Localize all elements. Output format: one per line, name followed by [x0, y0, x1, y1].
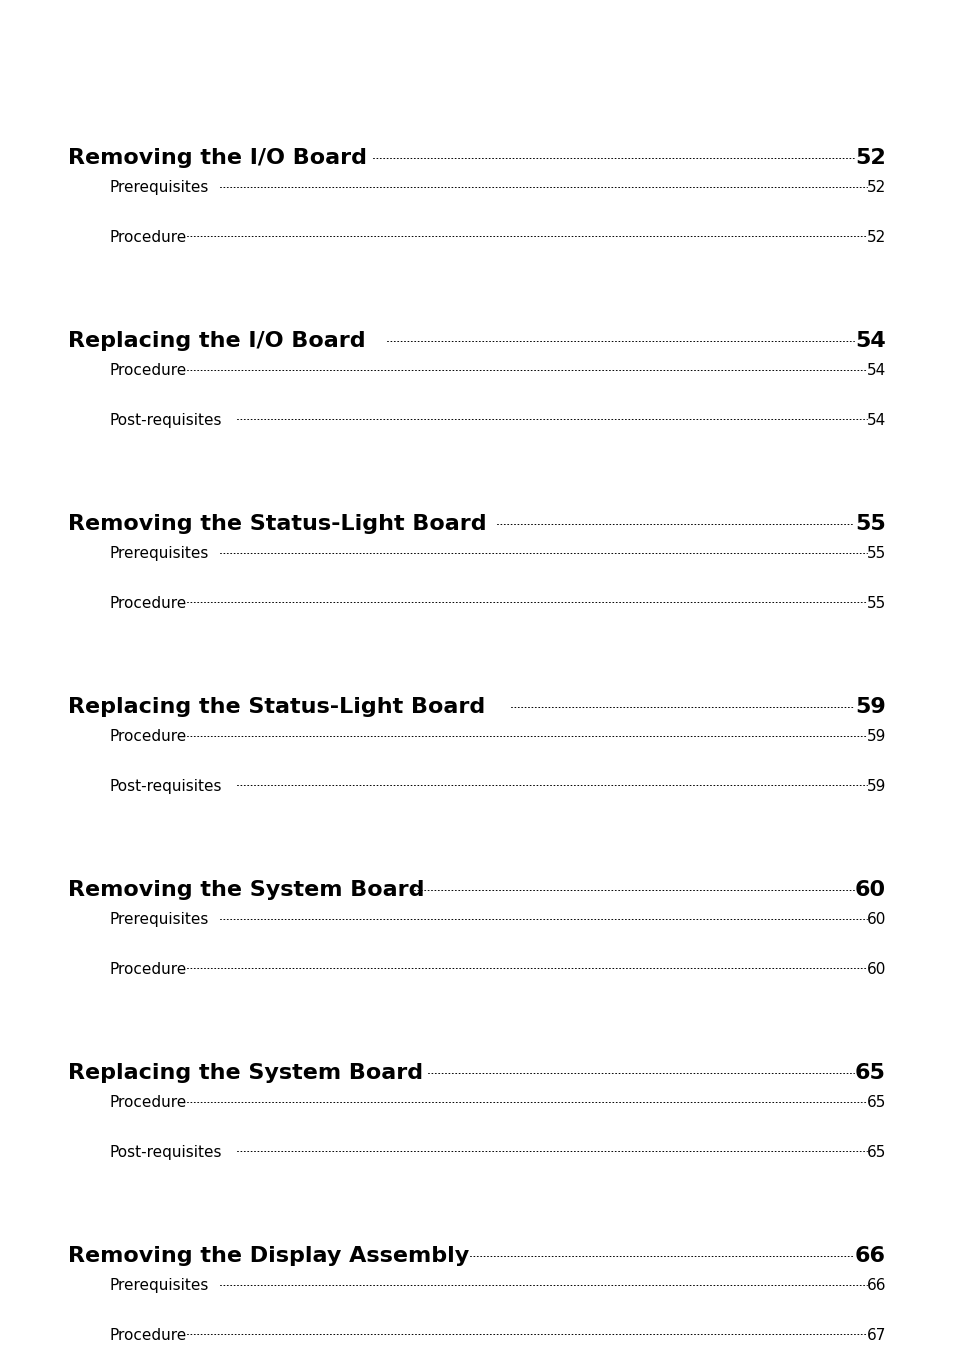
Text: Procedure: Procedure [110, 1096, 187, 1111]
Text: Procedure: Procedure [110, 962, 187, 977]
Text: 55: 55 [866, 546, 885, 561]
Text: Replacing the System Board: Replacing the System Board [68, 1063, 423, 1083]
Text: 67: 67 [865, 1328, 885, 1343]
Text: 59: 59 [865, 779, 885, 794]
Text: Replacing the I/O Board: Replacing the I/O Board [68, 331, 365, 351]
Text: Prerequisites: Prerequisites [110, 180, 209, 195]
Text: 55: 55 [854, 514, 885, 534]
Text: 60: 60 [865, 962, 885, 977]
Text: Removing the Display Assembly: Removing the Display Assembly [68, 1246, 469, 1266]
Text: 66: 66 [854, 1246, 885, 1266]
Text: 54: 54 [854, 331, 885, 351]
Text: Post-requisites: Post-requisites [110, 779, 222, 794]
Text: Prerequisites: Prerequisites [110, 912, 209, 928]
Text: 54: 54 [866, 413, 885, 428]
Text: 59: 59 [854, 697, 885, 717]
Text: 65: 65 [865, 1145, 885, 1160]
Text: Procedure: Procedure [110, 229, 187, 245]
Text: Procedure: Procedure [110, 729, 187, 744]
Text: Removing the Status-Light Board: Removing the Status-Light Board [68, 514, 486, 534]
Text: Removing the System Board: Removing the System Board [68, 880, 424, 900]
Text: Prerequisites: Prerequisites [110, 1279, 209, 1294]
Text: 55: 55 [866, 596, 885, 611]
Text: 52: 52 [866, 180, 885, 195]
Text: 66: 66 [865, 1279, 885, 1294]
Text: Procedure: Procedure [110, 363, 187, 378]
Text: Procedure: Procedure [110, 1328, 187, 1343]
Text: Procedure: Procedure [110, 596, 187, 611]
Text: 60: 60 [865, 912, 885, 928]
Text: 59: 59 [865, 729, 885, 744]
Text: Post-requisites: Post-requisites [110, 413, 222, 428]
Text: 65: 65 [865, 1096, 885, 1111]
Text: 54: 54 [866, 363, 885, 378]
Text: Replacing the Status-Light Board: Replacing the Status-Light Board [68, 697, 485, 717]
Text: 52: 52 [866, 229, 885, 245]
Text: Post-requisites: Post-requisites [110, 1145, 222, 1160]
Text: Removing the I/O Board: Removing the I/O Board [68, 148, 367, 168]
Text: 52: 52 [854, 148, 885, 168]
Text: 65: 65 [854, 1063, 885, 1083]
Text: Prerequisites: Prerequisites [110, 546, 209, 561]
Text: 60: 60 [854, 880, 885, 900]
